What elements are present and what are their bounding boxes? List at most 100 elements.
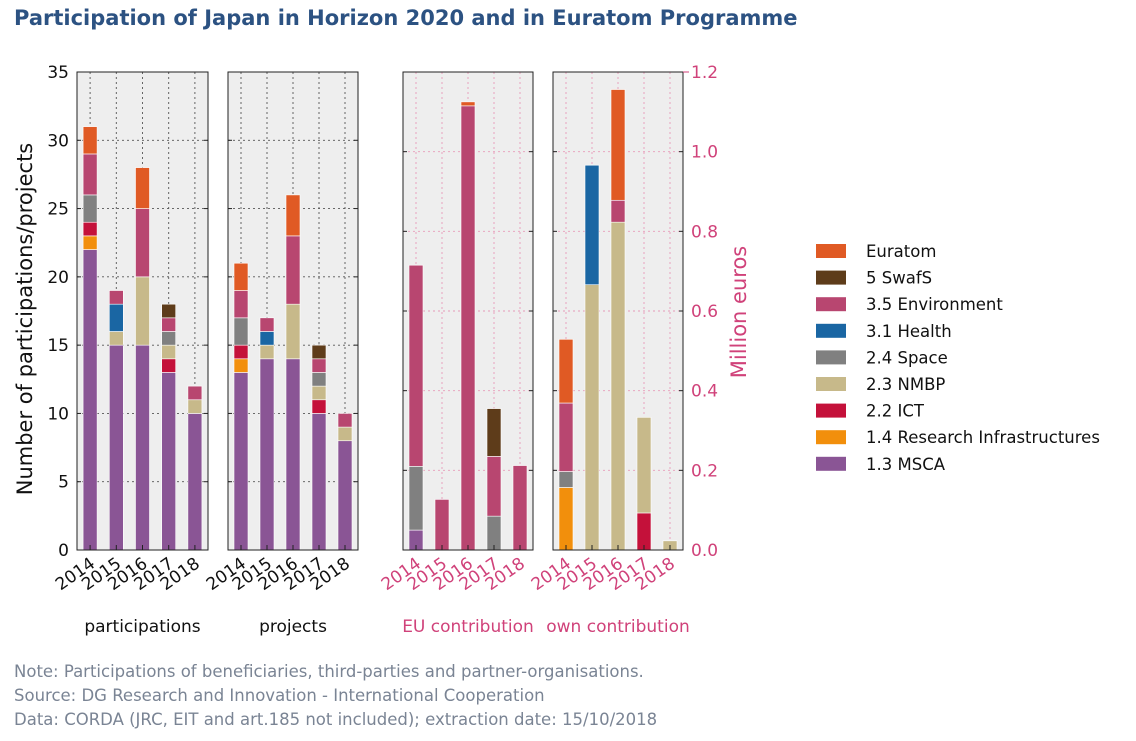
bar-segment [233, 290, 249, 319]
bar-segment [460, 105, 476, 551]
bar-segment [512, 465, 528, 551]
legend-swatch [816, 244, 846, 258]
legend-label: 2.4 Space [866, 348, 948, 367]
bar-segment [584, 284, 600, 551]
panel-projects [227, 71, 359, 551]
bar-segment [109, 344, 124, 551]
panel-EU-contribution [402, 71, 534, 551]
bar-segment [408, 466, 424, 531]
legend-swatch [816, 403, 846, 418]
legend-swatch [816, 323, 846, 338]
bar-segment [311, 413, 327, 551]
bar-segment [233, 358, 249, 373]
bar-segment [135, 208, 150, 278]
legend-label: Euratom [866, 242, 936, 261]
panel-caption: own contribution [546, 617, 690, 637]
y-tick-label: 0.4 [691, 382, 718, 402]
bar-segment [259, 358, 275, 551]
legend-swatch [816, 430, 846, 445]
legend-swatch [816, 297, 846, 312]
bar-segment [135, 167, 150, 209]
y-tick-label: 1.2 [691, 63, 718, 83]
bar-segment [187, 385, 203, 401]
panel-caption: participations [84, 617, 200, 637]
bar-segment [259, 344, 275, 360]
bar-segment [135, 344, 150, 551]
bar-segment [161, 317, 176, 332]
y-tick-label: 10 [47, 404, 69, 424]
bar-segment [285, 194, 301, 237]
bar-segment [187, 399, 203, 414]
bar-segment [233, 372, 249, 551]
legend-label: 1.3 MSCA [866, 455, 946, 474]
bar-segment [259, 331, 275, 346]
bar-segment [558, 338, 574, 404]
bar-segment [285, 358, 301, 551]
bar-segment [408, 264, 424, 467]
y-tick-label: 0.0 [691, 541, 718, 561]
legend-label: 3.1 Health [866, 322, 952, 341]
y-axis-title: Number of participations/projects [13, 143, 37, 496]
y-tick-label: 1.0 [691, 143, 718, 163]
bar-segment [558, 487, 574, 551]
panel-caption: EU contribution [402, 617, 534, 637]
bar-segment [584, 164, 600, 286]
panel-participations [76, 71, 209, 551]
bar-segment [558, 471, 574, 488]
y-tick-label: 0 [58, 541, 69, 561]
y-tick-label: 0.8 [691, 222, 718, 242]
bar-segment [161, 344, 176, 360]
bar-segment [161, 331, 176, 346]
bar-segment [109, 331, 124, 346]
bar-segment [82, 221, 98, 237]
bar-segment [82, 153, 98, 196]
bar-segment [109, 290, 124, 305]
legend-swatch [816, 350, 846, 365]
bar-segment [486, 515, 502, 551]
bar-segment [337, 413, 353, 428]
bar-segment [486, 456, 502, 517]
legend-swatch [816, 270, 846, 285]
chart-canvas: 0510152025303520142015201620172018partic… [13, 63, 1100, 637]
bar-segment [82, 235, 98, 250]
bar-segment [82, 126, 98, 155]
bar-segment [434, 499, 450, 551]
bar-segment [161, 303, 176, 319]
bar-segment [486, 408, 502, 457]
bar-segment [610, 89, 626, 201]
y-tick-label: 25 [47, 200, 69, 220]
bar-segment [161, 358, 176, 373]
y-tick-label: 20 [47, 268, 69, 288]
bar-segment [558, 402, 574, 472]
bar-segment [233, 262, 249, 291]
bar-segment [233, 317, 249, 346]
panel-caption: projects [259, 617, 327, 637]
bar-segment [259, 317, 275, 332]
bar-segment [311, 358, 327, 373]
bar-segment [610, 199, 626, 223]
bar-segment [109, 303, 124, 332]
bar-segment [610, 221, 626, 551]
data-line: Data: CORDA (JRC, EIT and art.185 not in… [14, 710, 658, 729]
y-tick-label: 30 [47, 131, 69, 151]
y-tick-label: 0.2 [691, 461, 718, 481]
legend-swatch [816, 456, 846, 471]
bar-segment [82, 249, 98, 551]
source-line: Source: DG Research and Innovation - Int… [14, 686, 545, 705]
note-line: Note: Participations of beneficiaries, t… [14, 662, 644, 681]
bar-segment [460, 101, 476, 107]
bar-segment [161, 372, 176, 551]
bar-segment [285, 303, 301, 360]
bar-segment [311, 385, 327, 401]
bar-segment [636, 512, 652, 551]
bar-segment [187, 413, 203, 551]
bar-segment [337, 426, 353, 442]
legend-label: 1.4 Research Infrastructures [866, 428, 1100, 447]
y-axis-title-right: Million euros [727, 246, 751, 378]
bar-segment [82, 194, 98, 223]
legend-label: 3.5 Environment [866, 295, 1003, 314]
panel-own-contribution [552, 71, 689, 551]
legend-label: 5 SwafS [866, 269, 932, 288]
bar-segment [636, 417, 652, 514]
legend-label: 2.3 NMBP [866, 375, 945, 394]
